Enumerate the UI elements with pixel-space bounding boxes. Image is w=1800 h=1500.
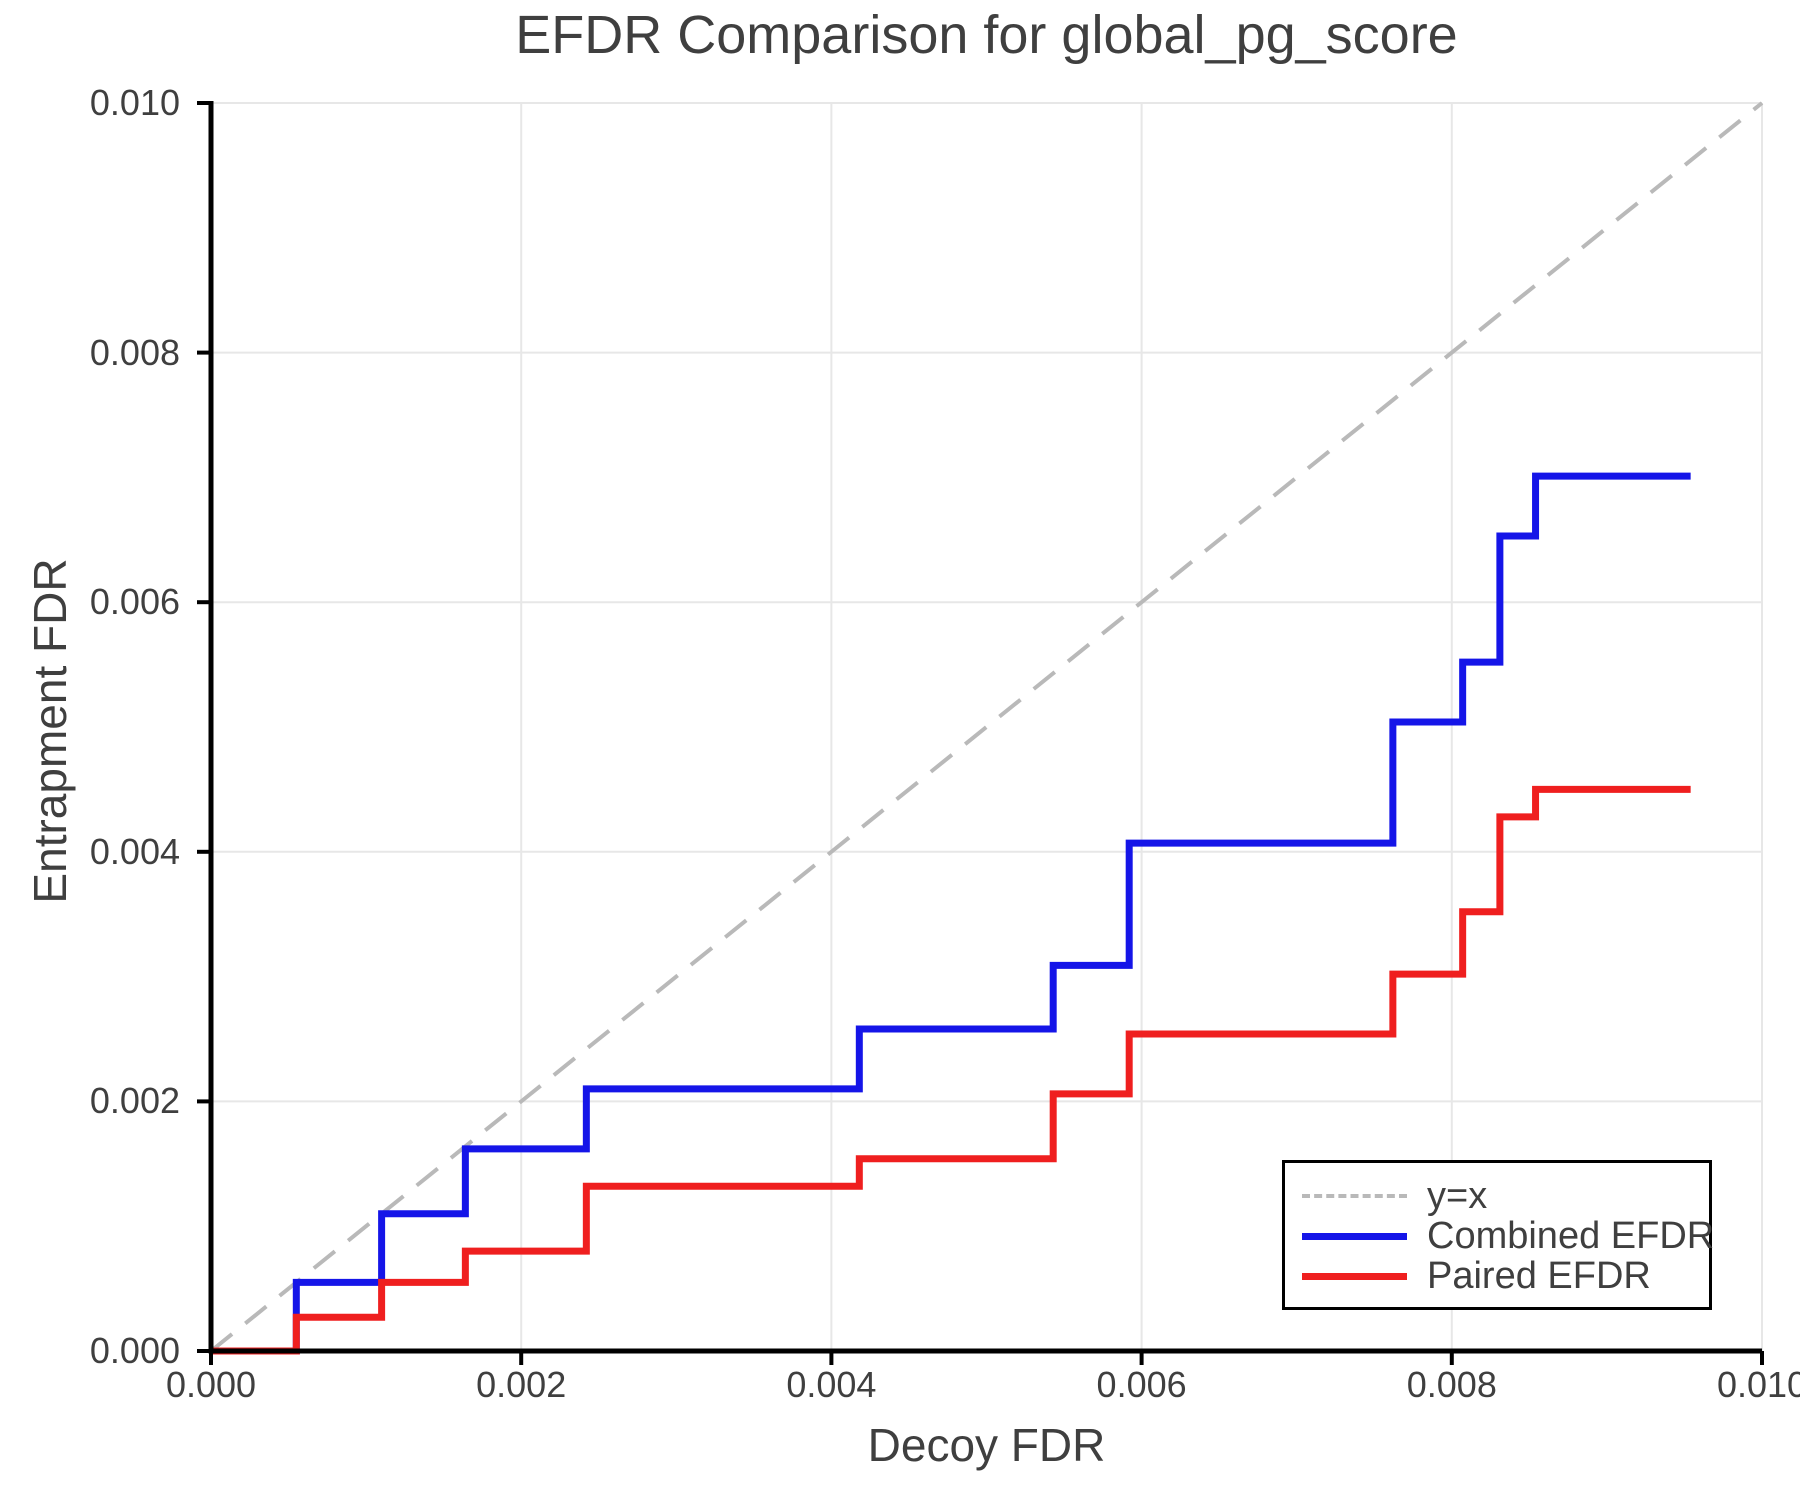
legend-row-paired: Paired EFDR: [1285, 1256, 1709, 1296]
combined-efdr-line: [211, 472, 1691, 1355]
paired-line-sample: [1302, 1272, 1407, 1280]
x-tick-label: 0.000: [165, 1364, 257, 1405]
legend-label-paired: Paired EFDR: [1427, 1255, 1651, 1297]
identity-line-sample: [1302, 1194, 1407, 1198]
y-axis-label: Entrapment FDR: [24, 558, 76, 904]
y-tick-label: 0.002: [89, 1080, 180, 1122]
x-tick-label: 0.002: [476, 1364, 567, 1405]
x-tick-label: 0.004: [786, 1364, 877, 1405]
y-tick-label: 0.006: [89, 581, 180, 623]
y-tick-label: 0.000: [89, 1330, 180, 1371]
y-tick-label: 0.004: [89, 830, 180, 872]
legend-label-identity: y=x: [1427, 1175, 1488, 1217]
paired-efdr-line: [211, 785, 1691, 1355]
legend: y=x Combined EFDR Paired EFDR: [1282, 1160, 1714, 1310]
legend-row-combined: Combined EFDR: [1285, 1216, 1714, 1256]
x-tick-label: 0.010: [1716, 1364, 1800, 1405]
identity-line: [209, 101, 1764, 1353]
legend-row-identity: y=x: [1285, 1176, 1709, 1216]
y-tick-label: 0.010: [89, 82, 180, 123]
legend-label-combined: Combined EFDR: [1427, 1215, 1715, 1257]
x-tick-label: 0.008: [1406, 1364, 1497, 1405]
x-tick-label: 0.006: [1096, 1364, 1187, 1405]
chart-title: EFDR Comparison for global_pg_score: [515, 5, 1458, 65]
x-axis-label: Decoy FDR: [867, 1419, 1106, 1471]
y-tick-label: 0.008: [89, 331, 180, 373]
combined-line-sample: [1302, 1232, 1407, 1240]
